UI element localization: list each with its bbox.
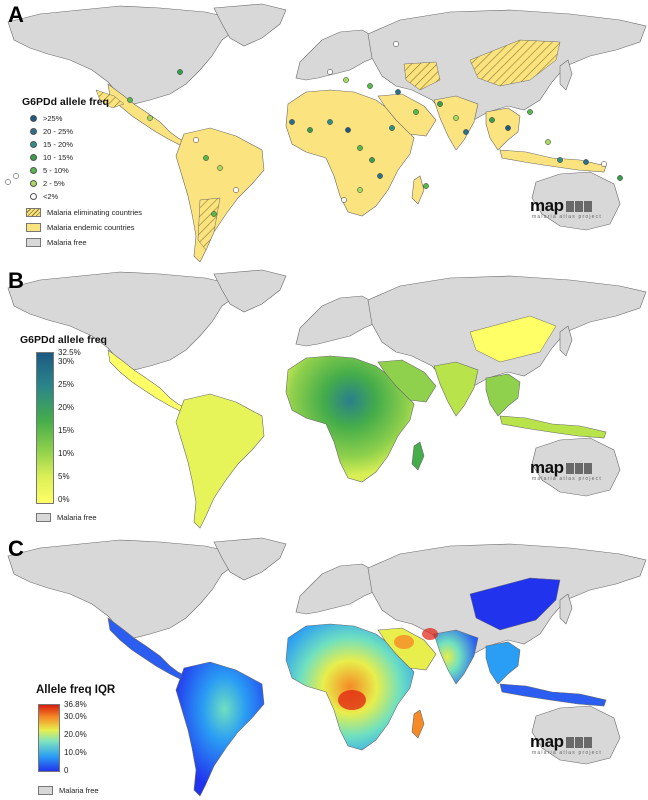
- legend-item: 10 - 15%: [30, 153, 73, 162]
- ramp-tick: 0%: [58, 495, 70, 504]
- area-legend-label: Malaria free: [47, 238, 87, 247]
- logo-subtitle: malaria atlas project: [532, 214, 602, 220]
- panel-c-iqr: C Allele freq IQR 36.8% 30.0% 20.0% 10.0…: [0, 534, 648, 800]
- panel-a-observed-points: A G6PDd allele freq >25% 20 - 25% 15 - 2…: [0, 0, 648, 266]
- ramp-tick: 32.5%: [58, 348, 81, 357]
- ramp-tick: 36.8%: [64, 700, 87, 709]
- logo-word: map: [530, 458, 564, 477]
- map-logo: map malaria atlas project: [530, 732, 601, 756]
- legend-label: 15 - 20%: [43, 140, 74, 149]
- legend-item: <2%: [30, 192, 58, 201]
- ramp-tick: 10.0%: [64, 748, 87, 757]
- legend-item: 5 - 10%: [30, 166, 69, 175]
- panel-letter: B: [8, 268, 24, 293]
- logo-word: map: [530, 196, 564, 215]
- legend-item: 20 - 25%: [30, 127, 73, 136]
- panel-b-predicted-frequency: B G6PDd allele freq 32.5% 30% 25% 20% 15…: [0, 266, 648, 534]
- map-logo: map malaria atlas project: [530, 196, 601, 220]
- legend-label: 10 - 15%: [43, 153, 74, 162]
- color-ramp: [36, 352, 54, 504]
- ramp-tick: 5%: [58, 472, 70, 481]
- legend-item: 15 - 20%: [30, 140, 73, 149]
- free-swatch: [36, 513, 51, 522]
- logo-word: map: [530, 732, 564, 751]
- ramp-tick: 0: [64, 766, 69, 775]
- hatch-swatch: [26, 208, 41, 217]
- legend-dot: [30, 193, 37, 200]
- legend-dot: [30, 167, 37, 174]
- color-ramp: [38, 704, 60, 772]
- ramp-tick: 20%: [58, 403, 75, 412]
- ramp-tick: 15%: [58, 426, 75, 435]
- legend-title: G6PDd allele freq: [22, 96, 109, 108]
- logo-blocks: [565, 463, 593, 474]
- area-legend-label: Malaria eliminating countries: [47, 208, 143, 217]
- free-swatch: [38, 786, 53, 795]
- ramp-tick: 25%: [58, 380, 75, 389]
- logo-subtitle: malaria atlas project: [532, 750, 602, 756]
- legend-item: 2 - 5%: [30, 179, 65, 188]
- legend-item: >25%: [30, 114, 62, 123]
- legend-dot: [30, 128, 37, 135]
- legend-label: Malaria free: [59, 786, 99, 795]
- ramp-tick: 30.0%: [64, 712, 87, 721]
- legend-dot: [30, 141, 37, 148]
- logo-blocks: [565, 737, 593, 748]
- area-legend-item: Malaria free: [26, 238, 87, 247]
- legend-label: 5 - 10%: [43, 166, 69, 175]
- world-map-c: [7, 537, 647, 797]
- panel-letter: A: [8, 2, 24, 27]
- logo-subtitle: malaria atlas project: [532, 476, 602, 482]
- legend-label: 2 - 5%: [43, 179, 65, 188]
- ramp-tick: 10%: [58, 449, 75, 458]
- free-swatch: [26, 238, 41, 247]
- legend-dot: [30, 115, 37, 122]
- legend-label: Malaria free: [57, 513, 97, 522]
- legend-title: Allele freq IQR: [36, 684, 116, 696]
- ramp-tick: 30%: [58, 357, 75, 366]
- legend-dot: [30, 154, 37, 161]
- world-map-b: [7, 269, 647, 529]
- legend-label: <2%: [43, 192, 59, 201]
- legend-title: G6PDd allele freq: [20, 334, 107, 346]
- ramp-tick: 20.0%: [64, 730, 87, 739]
- area-legend-item: Malaria endemic countries: [26, 223, 135, 232]
- area-legend-label: Malaria endemic countries: [47, 223, 135, 232]
- sample-points: [5, 41, 623, 217]
- malaria-free-legend: Malaria free: [36, 513, 97, 522]
- malaria-free-legend: Malaria free: [38, 786, 99, 795]
- area-legend-item: Malaria eliminating countries: [26, 208, 142, 217]
- world-map-a: [5, 3, 647, 263]
- map-logo: map malaria atlas project: [530, 458, 601, 482]
- legend-label: >25%: [43, 114, 63, 123]
- panel-letter: C: [8, 536, 24, 561]
- logo-blocks: [565, 201, 593, 212]
- legend-dot: [30, 180, 37, 187]
- endemic-swatch: [26, 223, 41, 232]
- legend-label: 20 - 25%: [43, 127, 74, 136]
